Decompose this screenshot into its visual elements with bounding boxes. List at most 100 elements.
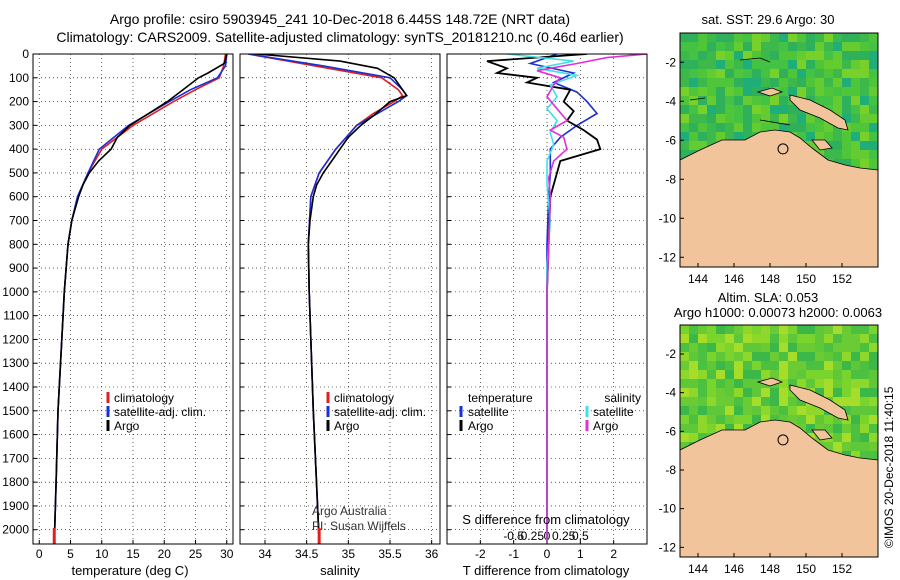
map-pixel	[761, 33, 770, 42]
x-tick-label-35: 35	[342, 547, 356, 561]
map-pixel	[797, 424, 806, 433]
map-pixel	[833, 42, 842, 51]
map-pixel	[869, 451, 878, 460]
map-x-tick-label-146: 146	[724, 562, 744, 576]
map-pixel	[851, 105, 860, 114]
map-pixel	[680, 60, 689, 69]
sla-map-land	[680, 377, 878, 557]
map-pixel	[842, 105, 851, 114]
map-pixel	[698, 379, 707, 388]
map-pixel	[761, 343, 770, 352]
depth-tick-label-700: 700	[9, 214, 29, 228]
legend-argo: Argo	[334, 419, 360, 433]
map-pixel	[860, 442, 869, 451]
map-pixel	[869, 159, 878, 168]
map-pixel	[698, 33, 707, 42]
map-pixel	[689, 370, 698, 379]
map-pixel	[734, 87, 743, 96]
map-pixel	[779, 352, 788, 361]
map-pixel	[752, 406, 761, 415]
map-pixel	[788, 415, 797, 424]
map-pixel	[851, 334, 860, 343]
depth-tick-label-1600: 1600	[2, 428, 29, 442]
map-pixel	[824, 343, 833, 352]
map-pixel	[725, 388, 734, 397]
map-pixel	[752, 60, 761, 69]
map-pixel	[788, 397, 797, 406]
map-pixel	[770, 352, 779, 361]
map-pixel	[842, 433, 851, 442]
map-pixel	[851, 123, 860, 132]
map-pixel	[734, 105, 743, 114]
x-tick-label-10: 10	[95, 547, 109, 561]
map-pixel	[788, 42, 797, 51]
map-pixel	[833, 105, 842, 114]
map-pixel	[707, 424, 716, 433]
map-pixel	[851, 424, 860, 433]
map-pixel	[860, 424, 869, 433]
map-pixel	[779, 78, 788, 87]
map-pixel	[806, 60, 815, 69]
map-pixel	[806, 42, 815, 51]
map-pixel	[797, 87, 806, 96]
map-pixel	[761, 370, 770, 379]
map-pixel	[743, 42, 752, 51]
map-pixel	[860, 343, 869, 352]
map-pixel	[698, 406, 707, 415]
map-pixel	[788, 370, 797, 379]
difference-axes	[446, 53, 648, 545]
x-tick-label-0: 0	[544, 547, 551, 561]
map-pixel	[860, 433, 869, 442]
temperature-tick-labels: 0 5 10 15 20 25 30	[36, 547, 234, 561]
map-pixel	[779, 51, 788, 60]
map-pixel	[842, 114, 851, 123]
map-x-tick-label-152: 152	[832, 562, 852, 576]
map-pixel	[806, 51, 815, 60]
map-pixel	[851, 60, 860, 69]
map-pixel	[869, 114, 878, 123]
map-pixel	[824, 415, 833, 424]
map-pixel	[788, 105, 797, 114]
map-pixel	[707, 132, 716, 141]
map-pixel	[770, 69, 779, 78]
map-pixel	[797, 114, 806, 123]
map-pixel	[797, 415, 806, 424]
map-pixel	[851, 51, 860, 60]
map-pixel	[743, 69, 752, 78]
map-pixel	[716, 69, 725, 78]
map-pixel	[779, 33, 788, 42]
map-pixel	[743, 397, 752, 406]
map-pixel	[869, 60, 878, 69]
map-pixel	[869, 388, 878, 397]
legend-t-satellite: satellite	[468, 405, 509, 419]
map-pixel	[770, 361, 779, 370]
map-pixel	[752, 370, 761, 379]
map-pixel	[824, 78, 833, 87]
map-pixel	[869, 123, 878, 132]
map-pixel	[761, 123, 770, 132]
map-pixel	[752, 114, 761, 123]
map-pixel	[833, 60, 842, 69]
map-pixel	[770, 78, 779, 87]
map-pixel	[797, 51, 806, 60]
x-tick-label-35.5: 35.5	[378, 547, 402, 561]
map-pixel	[698, 397, 707, 406]
map-pixel	[707, 96, 716, 105]
map-pixel	[716, 78, 725, 87]
map-pixel	[707, 87, 716, 96]
map-pixel	[851, 33, 860, 42]
x-tick-label--1: -1	[508, 547, 519, 561]
map-pixel	[734, 406, 743, 415]
sst-map-land	[680, 57, 878, 267]
map-pixel	[851, 352, 860, 361]
map-pixel	[797, 78, 806, 87]
map-pixel	[797, 33, 806, 42]
map-pixel	[734, 352, 743, 361]
map-pixel	[851, 406, 860, 415]
map-pixel	[752, 343, 761, 352]
map-pixel	[869, 87, 878, 96]
map-pixel	[869, 397, 878, 406]
map-pixel	[716, 96, 725, 105]
map-pixel	[815, 51, 824, 60]
map-pixel	[734, 51, 743, 60]
